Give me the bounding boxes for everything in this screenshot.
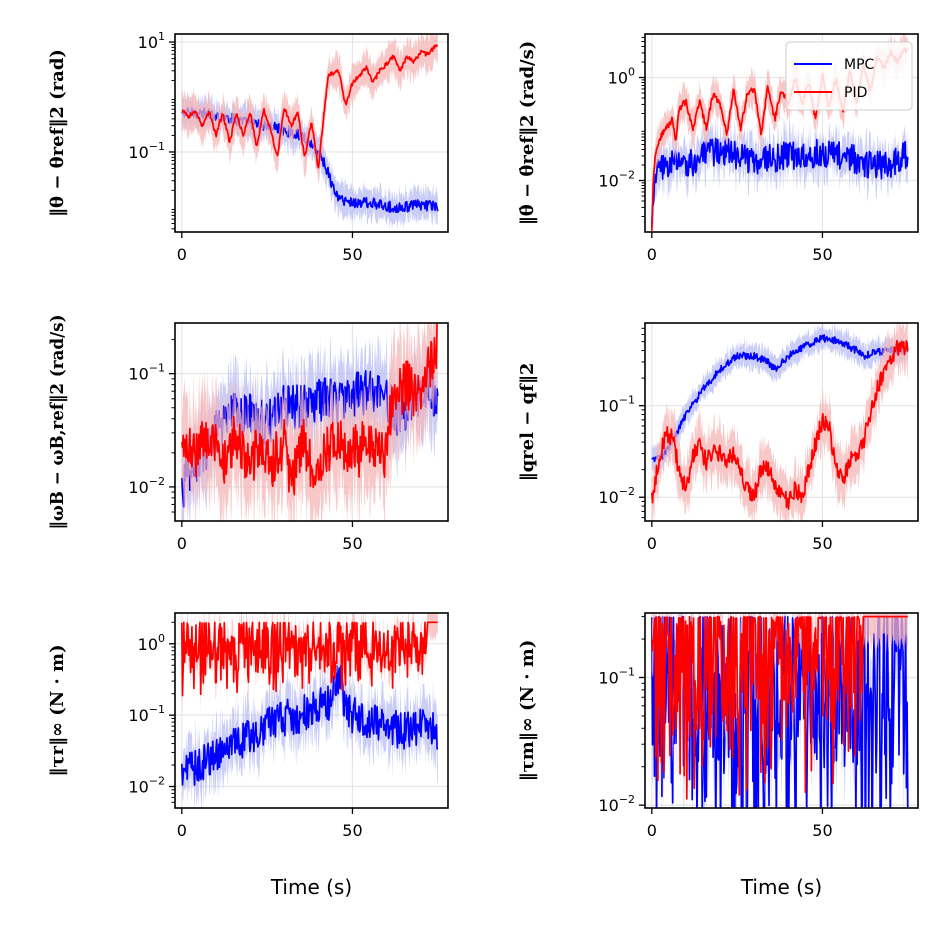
- x-tick-label: 50: [342, 821, 362, 840]
- y-axis-label: ‖θ − θref‖2 (rad): [47, 49, 68, 217]
- subplot-3: 0 50 10−1 10−2 ‖ωB − ωB,ref‖2 (rad/s): [47, 315, 449, 553]
- subplot-5: 0 50 100 10−1 10−2 ‖τr‖∞ (N · m) Time (s): [47, 612, 449, 899]
- y-axis-label: ‖ωB − ωB,ref‖2 (rad/s): [47, 315, 68, 530]
- x-axis-label: Time (s): [270, 875, 352, 899]
- y-axis-label: ‖θ̇ − θ̇ref‖2 (rad/s): [517, 41, 538, 226]
- y-tick-label: 10−1: [128, 362, 165, 384]
- pid-confidence-band: [181, 323, 438, 521]
- x-tick-label: 0: [177, 245, 187, 264]
- mpc-confidence-band: [181, 641, 438, 808]
- axes-frame: [644, 612, 919, 809]
- y-tick-label: 100: [138, 632, 165, 654]
- mpc-series-line: [650, 137, 909, 228]
- subplot-1: 0 50 101 10−1 ‖θ − θref‖2 (rad): [47, 30, 449, 264]
- pid-series-line: [650, 339, 909, 510]
- x-tick-label: 50: [342, 534, 362, 553]
- series-group: [180, 613, 439, 808]
- y-tick-label: 10−2: [128, 475, 165, 497]
- y-tick-label: 10−2: [598, 485, 635, 507]
- pid-confidence-band: [651, 34, 908, 232]
- pid-series-line: [650, 615, 908, 800]
- legend: MPC PID: [785, 41, 913, 111]
- y-tick-label: 10−1: [128, 140, 165, 162]
- legend-label-mpc: MPC: [844, 57, 875, 73]
- series-group: [180, 323, 439, 521]
- axes-frame: [174, 33, 449, 233]
- x-tick-label: 0: [177, 821, 187, 840]
- x-tick-label: 0: [647, 534, 657, 553]
- pid-series-line: [180, 621, 438, 697]
- x-tick-label: 50: [812, 534, 832, 553]
- subplot-6: 0 50 10−1 10−2 ‖τm‖∞ (N · m) Time (s): [517, 612, 919, 899]
- pid-confidence-band: [181, 34, 438, 185]
- x-axis-label: Time (s): [740, 875, 822, 899]
- subplot-2: 0 50 100 10−2 ‖θ̇ − θ̇ref‖2 (rad/s) MPC PID: [517, 33, 919, 264]
- y-tick-label: 10−2: [128, 775, 165, 797]
- series-group: [650, 613, 909, 808]
- y-tick-label: 10−2: [598, 169, 635, 191]
- y-tick-label: 10−1: [598, 665, 635, 687]
- series-group: [650, 323, 909, 521]
- y-tick-label: 100: [608, 66, 635, 88]
- axes-frame: [644, 33, 919, 233]
- subplot-4: 0 50 10−1 10−2 ‖qrel − qf‖2: [517, 322, 919, 553]
- legend-label-pid: PID: [844, 85, 867, 101]
- mpc-confidence-band: [651, 116, 908, 232]
- mpc-series-line: [651, 334, 909, 463]
- pid-confidence-band: [651, 613, 908, 808]
- x-tick-label: 0: [647, 245, 657, 264]
- y-tick-label: 10−2: [598, 793, 635, 815]
- x-tick-label: 50: [342, 245, 362, 264]
- y-axis-label: ‖qrel − qf‖2: [517, 363, 538, 482]
- mpc-confidence-band: [651, 323, 908, 475]
- mpc-series-line: [180, 665, 439, 786]
- axes-frame: [174, 612, 449, 809]
- x-tick-label: 50: [812, 245, 832, 264]
- axes-frame: [174, 322, 449, 522]
- pid-confidence-band: [651, 323, 908, 521]
- x-tick-label: 50: [812, 821, 832, 840]
- y-axis-label: ‖τr‖∞ (N · m): [47, 644, 68, 776]
- pid-confidence-band: [181, 613, 438, 715]
- y-axis-label: ‖τm‖∞ (N · m): [517, 640, 538, 782]
- y-tick-label: 10−1: [598, 394, 635, 416]
- pid-series-line: [180, 323, 438, 496]
- pid-series-line: [181, 44, 439, 169]
- x-tick-label: 0: [177, 534, 187, 553]
- y-tick-label: 101: [138, 30, 165, 52]
- axes-frame: [644, 322, 919, 522]
- series-group: [181, 34, 439, 231]
- y-tick-label: 10−1: [128, 703, 165, 725]
- x-tick-label: 0: [647, 821, 657, 840]
